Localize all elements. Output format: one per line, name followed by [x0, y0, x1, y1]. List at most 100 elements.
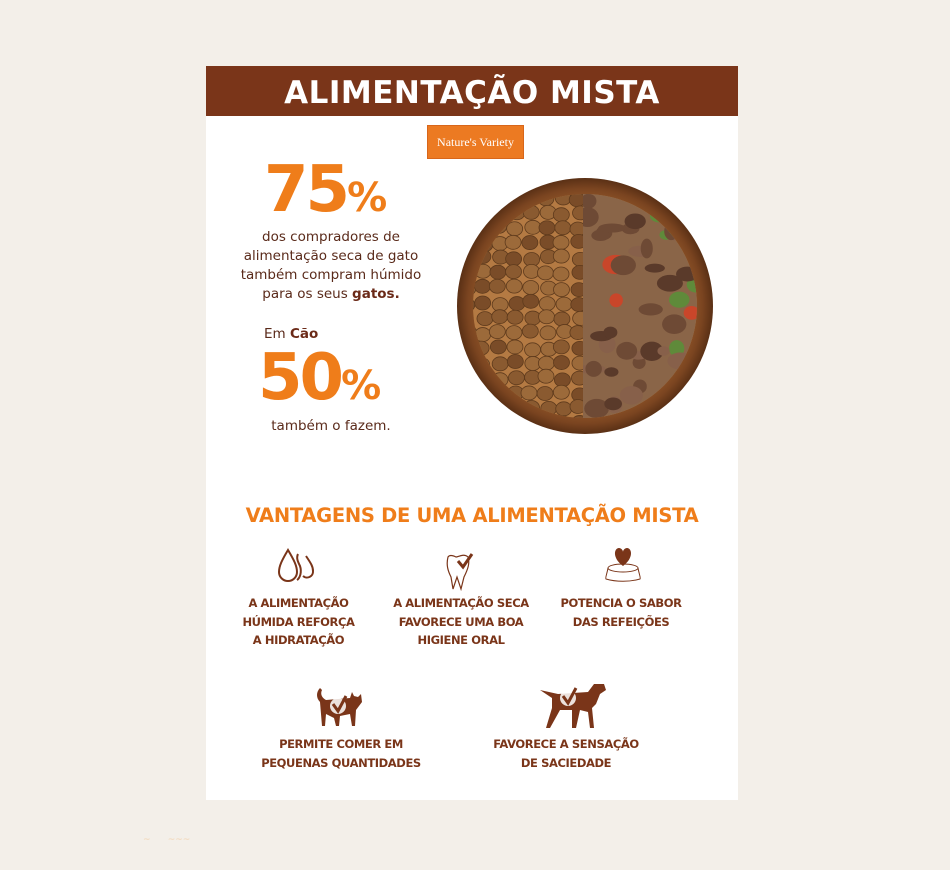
stew-piece	[603, 326, 618, 339]
kibble-piece	[505, 278, 523, 294]
stew-piece	[583, 194, 597, 209]
stew-piece	[657, 346, 670, 356]
kibble-piece	[571, 415, 583, 418]
kibble-piece	[506, 354, 524, 369]
kibble-piece	[508, 296, 526, 311]
kibble-piece	[524, 219, 542, 235]
kibble-piece	[555, 296, 573, 312]
kibble-piece	[506, 221, 524, 237]
kibble-piece	[476, 401, 494, 417]
page-title: ALIMENTAÇÃO MISTA	[206, 66, 738, 116]
kibble-piece	[476, 311, 494, 327]
benefit-line: A HIDRATAÇÃO	[252, 633, 345, 647]
dog-stat-label-bold: Cão	[289, 326, 319, 342]
benefit-satiety: FAVORECE A SENSAÇÃO DE SACIEDADE	[476, 735, 656, 772]
kibble-piece	[571, 340, 583, 356]
kibble-piece	[552, 266, 570, 282]
kibble-piece	[568, 194, 583, 208]
kibble-piece	[571, 355, 583, 371]
kibble-piece	[555, 401, 573, 417]
kibble-piece	[553, 355, 570, 370]
benefit-hydration: A ALIMENTAÇÃO HÚMIDA REFORÇA A HIDRATAÇÃO	[216, 594, 381, 650]
stew-piece	[640, 341, 664, 361]
water-drops-icon	[277, 548, 314, 582]
kibble-piece	[474, 278, 491, 294]
benefit-oral-hygiene: A ALIMENTAÇÃO SECA FAVORECE UMA BOA HIGIEN…	[376, 594, 546, 650]
kibble-piece	[473, 220, 476, 236]
brand-logo: Nature's Variety	[427, 125, 524, 159]
infographic-card: ALIMENTAÇÃO MISTA Nature's Variety 75% d…	[206, 66, 738, 800]
cat-check-icon	[317, 688, 362, 726]
stew-piece	[662, 314, 687, 335]
kibble-piece	[521, 235, 539, 250]
benefit-line: PEQUENAS QUANTIDADES	[261, 755, 421, 770]
stew-piece	[583, 207, 599, 227]
kibble-piece	[505, 264, 522, 280]
kibble-piece	[522, 280, 540, 295]
kibble-piece	[505, 325, 523, 341]
cat-stat-line: alimentação seca de gato	[243, 248, 419, 264]
kibble-piece	[505, 414, 522, 418]
kibble-piece	[572, 205, 583, 221]
kibble-piece	[473, 205, 491, 221]
kibble-piece	[552, 207, 570, 223]
kibble-piece	[505, 251, 523, 267]
kibble-piece	[473, 205, 474, 221]
cat-stat-line: dos compradores de	[262, 229, 400, 245]
stew-piece	[638, 303, 663, 316]
benefit-line: POTENCIA O SABOR	[560, 596, 682, 610]
kibble-piece	[508, 370, 525, 386]
benefit-line: FAVORECE UMA BOA	[398, 614, 524, 629]
dog-stat-label: Em Cão	[264, 325, 318, 344]
cat-stat-number: 75	[264, 153, 350, 227]
dog-check-icon	[540, 684, 606, 728]
stew-piece	[609, 293, 623, 308]
kibble-piece	[571, 264, 583, 280]
kibble-piece	[552, 339, 570, 355]
stew-piece	[591, 229, 610, 242]
cat-stat-line-text: para os seus	[262, 286, 353, 302]
kibble-piece	[520, 385, 538, 401]
kibble-piece	[553, 372, 571, 388]
benefit-line: DAS REFEIÇÕES	[572, 614, 670, 629]
kibble-piece	[506, 309, 524, 325]
cat-stat-line: para os seus gatos.	[226, 285, 436, 304]
kibble-piece	[538, 309, 555, 325]
kibble-piece	[572, 310, 583, 326]
kibble-piece	[554, 220, 572, 236]
kibble-piece	[569, 325, 583, 340]
stew-piece	[610, 255, 636, 276]
kibble-piece	[473, 194, 491, 206]
kibble-piece	[537, 368, 555, 384]
kibble-piece	[488, 324, 506, 340]
kibble-piece	[569, 399, 583, 414]
kibble-piece	[491, 356, 509, 372]
stew-piece	[585, 360, 602, 377]
benefit-flavor: POTENCIA O SABOR DAS REFEIÇÕES	[541, 594, 701, 631]
kibble-piece	[506, 339, 524, 355]
advantages-title: VANTAGENS DE UMA ALIMENTAÇÃO MISTA	[245, 504, 699, 527]
dog-stat-label-text: Em	[264, 326, 290, 342]
dog-stat-value: 50%	[258, 346, 381, 418]
benefit-line: FAVORECE A SENSAÇÃO	[493, 737, 639, 751]
kibble-piece	[570, 233, 583, 249]
stew-piece	[604, 367, 619, 377]
food-bowl-image	[457, 178, 713, 434]
kibble-piece	[553, 282, 570, 297]
cat-stat-unit: %	[347, 175, 388, 221]
kibble-piece	[488, 415, 506, 418]
kibble-piece	[538, 296, 556, 312]
stew-piece	[640, 238, 653, 259]
cat-stat-line: também compram húmido	[240, 267, 422, 283]
benefit-line: A ALIMENTAÇÃO	[248, 596, 349, 610]
stew-piece	[619, 386, 643, 405]
kibble-piece	[488, 194, 506, 207]
dog-stat-unit: %	[341, 363, 382, 409]
stew-piece	[656, 274, 683, 292]
kibble-piece	[552, 235, 570, 250]
kibble-piece	[473, 370, 476, 385]
kibble-piece	[538, 220, 556, 236]
kibble-piece	[504, 234, 522, 250]
cat-stat-value: 75%	[264, 158, 387, 230]
kibble-piece	[552, 248, 570, 264]
